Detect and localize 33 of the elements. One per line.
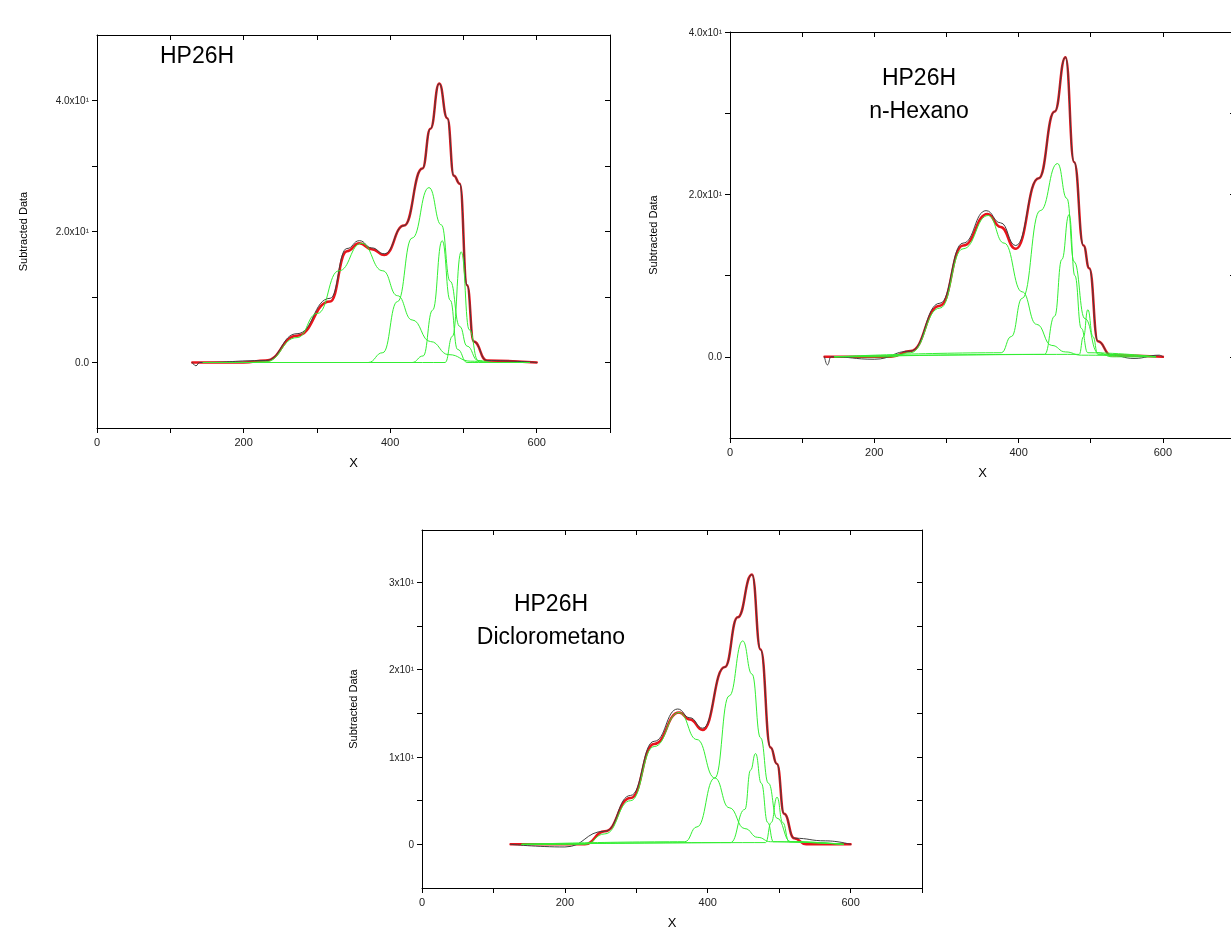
- x-tick-label: 600: [527, 435, 546, 448]
- text: HP26H: [881, 63, 957, 90]
- x-axis-title: X: [978, 465, 988, 480]
- x-tick-label: 600: [841, 895, 860, 908]
- y-tick-label: 1x10¹: [388, 751, 415, 763]
- y-tick-label: 4.0x10¹: [55, 95, 90, 106]
- x-tick-label: 400: [380, 435, 400, 448]
- text: HP26H: [513, 589, 589, 616]
- x-tick-label: 400: [698, 895, 717, 908]
- x-axis-title: X: [349, 455, 359, 470]
- y-axis-title: Subtracted Data: [346, 668, 359, 749]
- y-tick-label: 4.0x10¹: [688, 26, 723, 38]
- x-tick-label: 0: [418, 895, 426, 908]
- x-tick-label: 0: [93, 435, 101, 448]
- y-axis-title: Subtracted Data: [646, 194, 659, 275]
- x-tick-label: 200: [234, 435, 253, 448]
- text: Diclorometano: [476, 622, 626, 649]
- chart-title: HP26H: [160, 41, 235, 68]
- x-tick-label: 400: [1009, 445, 1028, 458]
- x-tick-label: 200: [555, 895, 575, 908]
- y-tick-label: 2x10¹: [388, 664, 415, 676]
- x-tick-label: 200: [865, 445, 884, 458]
- x-tick-label: 0: [726, 445, 734, 458]
- y-tick-label: 0: [408, 838, 415, 850]
- y-axis-title: Subtracted Data: [16, 190, 29, 272]
- y-tick-label: 2.0x10¹: [688, 188, 723, 200]
- y-tick-label: 2.0x10¹: [55, 226, 90, 237]
- y-tick-label: 0.0: [75, 357, 90, 368]
- text: n-Hexano: [869, 96, 969, 123]
- x-axis-title: X: [667, 915, 677, 927]
- x-tick-label: 600: [1153, 445, 1173, 458]
- y-tick-label: 3x10¹: [388, 576, 415, 588]
- y-tick-label: 0.0: [708, 351, 723, 363]
